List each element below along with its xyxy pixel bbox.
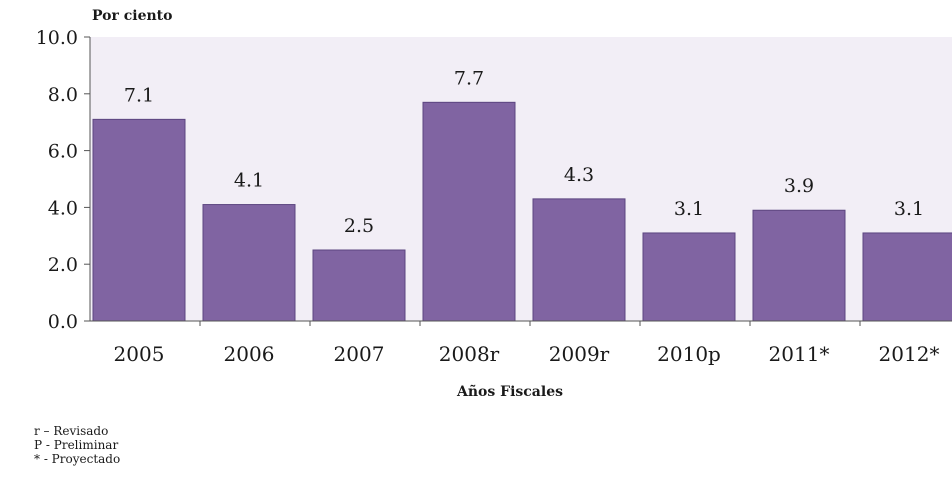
bar [92,118,186,322]
bar [532,198,626,322]
y-tick-label: 2.0 [48,254,78,276]
x-tick-label: 2005 [114,342,165,366]
data-label: 7.7 [454,67,484,89]
x-tick-label: 2006 [224,342,275,366]
bar [422,101,516,322]
footnote-preliminar: P - Preliminar [34,438,119,452]
x-axis: 2005 2006 2007 2008r 2009r 2010p 2011* 2012* [114,321,940,366]
data-label: 3.1 [894,198,924,220]
bar [202,204,296,322]
footnotes: r – Revisado P - Preliminar * - Proyecta… [34,424,120,466]
data-label: 4.1 [234,170,264,192]
x-tick-label: 2011* [769,342,830,366]
bar [312,249,406,322]
bars [92,101,952,322]
footnote-proyectado: * - Proyectado [34,452,121,466]
x-tick-label: 2010p [657,342,721,366]
data-label: 3.9 [784,175,814,197]
y-axis: 0.0 2.0 4.0 6.0 8.0 10.0 [36,27,90,333]
y-tick-label: 6.0 [48,141,78,163]
y-axis-title: Por ciento [92,8,173,24]
bar [752,209,846,322]
x-tick-label: 2008r [439,342,500,366]
footnote-revisado: r – Revisado [34,424,109,438]
x-tick-label: 2007 [334,342,385,366]
data-label: 3.1 [674,198,704,220]
x-tick-label: 2012* [879,342,940,366]
bar [642,232,736,322]
y-tick-label: 0.0 [48,311,78,333]
data-label: 2.5 [344,215,374,237]
bar [862,232,952,322]
y-tick-label: 4.0 [48,197,78,219]
y-tick-label: 10.0 [36,27,78,49]
data-label: 4.3 [564,164,594,186]
x-tick-label: 2009r [549,342,610,366]
value-labels: 7.1 4.1 2.5 7.7 4.3 3.1 3.9 3.1 [124,67,924,237]
data-label: 7.1 [124,84,154,106]
y-tick-label: 8.0 [48,84,78,106]
x-axis-title: Años Fiscales [457,384,563,400]
